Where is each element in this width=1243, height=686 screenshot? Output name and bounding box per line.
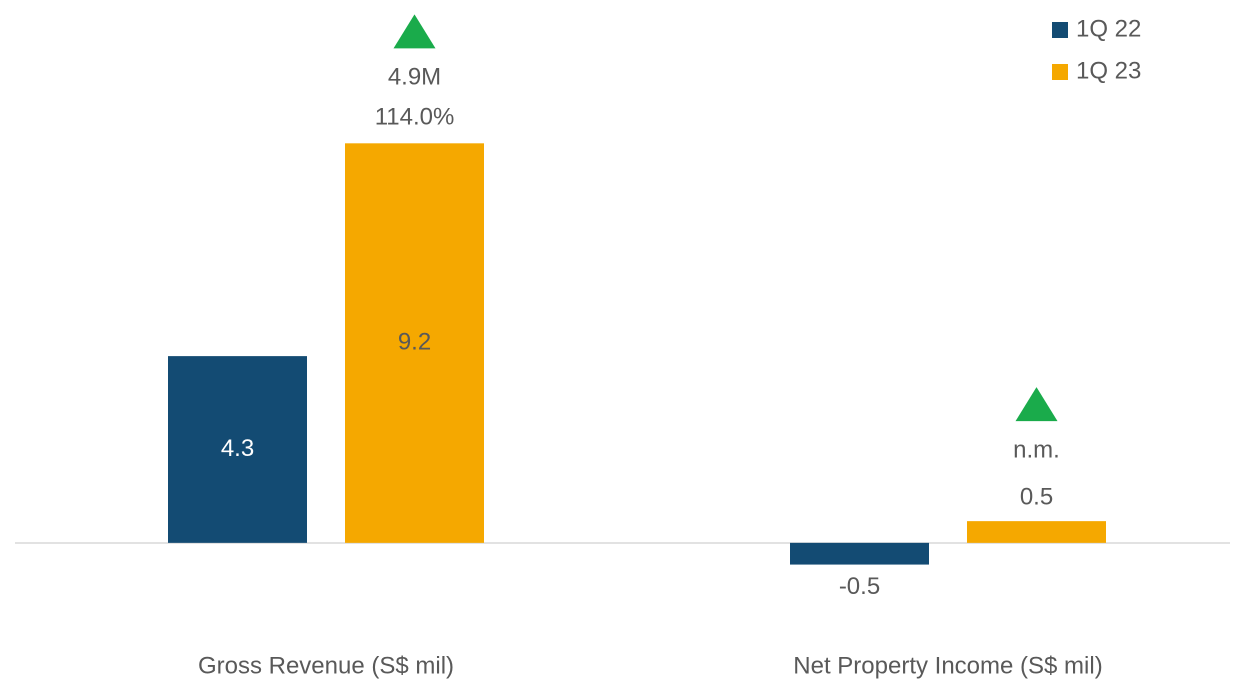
bar (168, 356, 307, 543)
bar (967, 521, 1106, 543)
legend-label: 1Q 22 (1076, 15, 1141, 42)
annotation-label: n.m. (1013, 436, 1060, 463)
value-label: 4.3 (221, 435, 254, 462)
legend-swatch (1052, 22, 1068, 38)
bar (345, 143, 484, 543)
x-tick-label: Net Property Income (S$ mil) (793, 652, 1102, 679)
annotation-label: 114.0% (375, 104, 455, 131)
x-tick-label: Gross Revenue (S$ mil) (198, 652, 454, 679)
value-label: 9.2 (398, 328, 431, 355)
annotation-label: 4.9M (388, 64, 441, 91)
legend-label: 1Q 23 (1076, 57, 1141, 84)
bar (790, 542, 929, 565)
up-arrow (393, 14, 436, 49)
up-arrow (1015, 387, 1058, 422)
value-label: 0.5 (1020, 483, 1053, 510)
value-label: -0.5 (839, 573, 880, 600)
legend-swatch (1052, 64, 1068, 80)
